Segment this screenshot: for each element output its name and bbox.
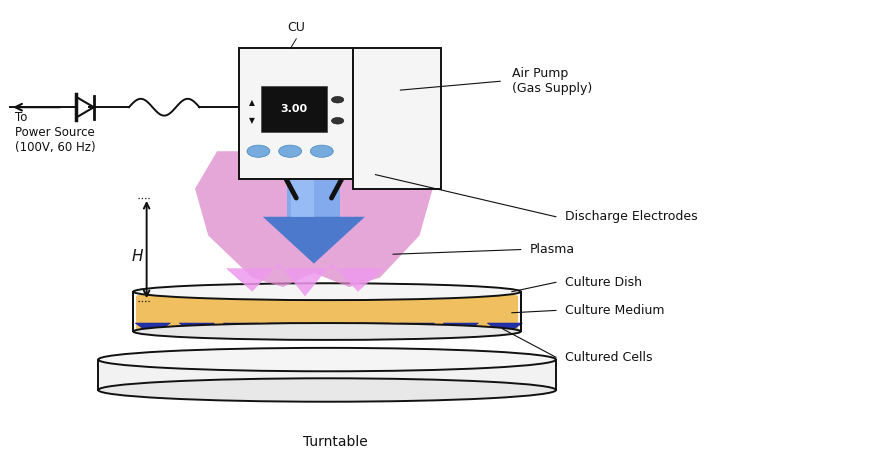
- Polygon shape: [268, 323, 302, 335]
- FancyBboxPatch shape: [353, 48, 442, 189]
- Ellipse shape: [133, 283, 521, 300]
- Circle shape: [310, 145, 333, 157]
- Text: Airflow: Airflow: [312, 115, 321, 159]
- Text: Turntable: Turntable: [304, 435, 368, 448]
- Text: To
Power Source
(100V, 60 Hz): To Power Source (100V, 60 Hz): [15, 111, 95, 154]
- Text: ▲: ▲: [249, 97, 255, 106]
- Polygon shape: [136, 296, 518, 329]
- Text: Cultured Cells: Cultured Cells: [565, 351, 653, 364]
- Text: Air Pump
(Gas Supply): Air Pump (Gas Supply): [512, 67, 592, 95]
- Polygon shape: [355, 323, 390, 335]
- Polygon shape: [179, 323, 215, 335]
- Circle shape: [279, 145, 302, 157]
- Text: ▼: ▼: [249, 116, 255, 125]
- Polygon shape: [291, 57, 313, 217]
- Text: CU: CU: [287, 21, 306, 34]
- Circle shape: [247, 145, 270, 157]
- Text: Discharge Electrodes: Discharge Electrodes: [565, 210, 698, 223]
- Polygon shape: [135, 323, 170, 335]
- Text: H: H: [132, 249, 144, 264]
- Text: Culture Dish: Culture Dish: [565, 276, 642, 289]
- Polygon shape: [226, 264, 384, 296]
- Circle shape: [331, 97, 343, 103]
- Ellipse shape: [98, 348, 556, 371]
- Polygon shape: [399, 323, 434, 335]
- Polygon shape: [311, 323, 346, 335]
- FancyBboxPatch shape: [261, 86, 327, 132]
- Ellipse shape: [136, 288, 518, 305]
- Polygon shape: [223, 323, 259, 335]
- Polygon shape: [133, 292, 521, 332]
- Ellipse shape: [98, 378, 556, 402]
- Ellipse shape: [133, 323, 521, 340]
- Polygon shape: [288, 57, 340, 217]
- Text: Culture Medium: Culture Medium: [565, 304, 664, 317]
- Polygon shape: [98, 359, 556, 390]
- Polygon shape: [487, 323, 523, 335]
- FancyBboxPatch shape: [239, 48, 353, 179]
- Polygon shape: [263, 217, 365, 264]
- Polygon shape: [443, 323, 479, 335]
- Text: Plasma: Plasma: [530, 243, 575, 256]
- Circle shape: [331, 117, 343, 124]
- Polygon shape: [195, 151, 433, 287]
- Text: 3.00: 3.00: [281, 104, 307, 114]
